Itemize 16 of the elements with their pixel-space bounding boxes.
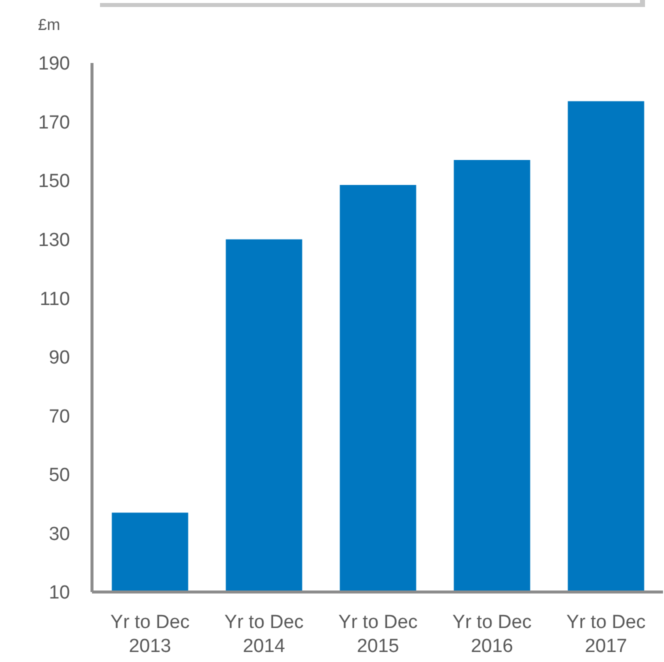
x-tick-label: Yr to Dec 2014 [224,612,304,657]
y-tick-label: 70 [48,406,70,428]
y-tick-label: 30 [48,524,70,545]
y-tick-label: 50 [48,465,70,486]
y-tick-label: 90 [48,348,70,369]
x-tick-label: Yr to Dec 2013 [110,612,190,657]
y-axis-title: £m [38,17,60,34]
y-tick-label: 170 [38,112,70,134]
x-tick-label: Yr to Dec 2016 [452,612,532,657]
y-tick-label: 150 [38,171,70,192]
y-tick-label: 110 [40,288,70,310]
x-tick-label: Yr to Dec 2017 [566,612,646,657]
y-tick-label: 190 [38,54,70,75]
y-tick-label: 10 [48,582,70,604]
y-tick-label: 130 [38,230,70,251]
x-tick-label: Yr to Dec 2015 [338,612,418,657]
